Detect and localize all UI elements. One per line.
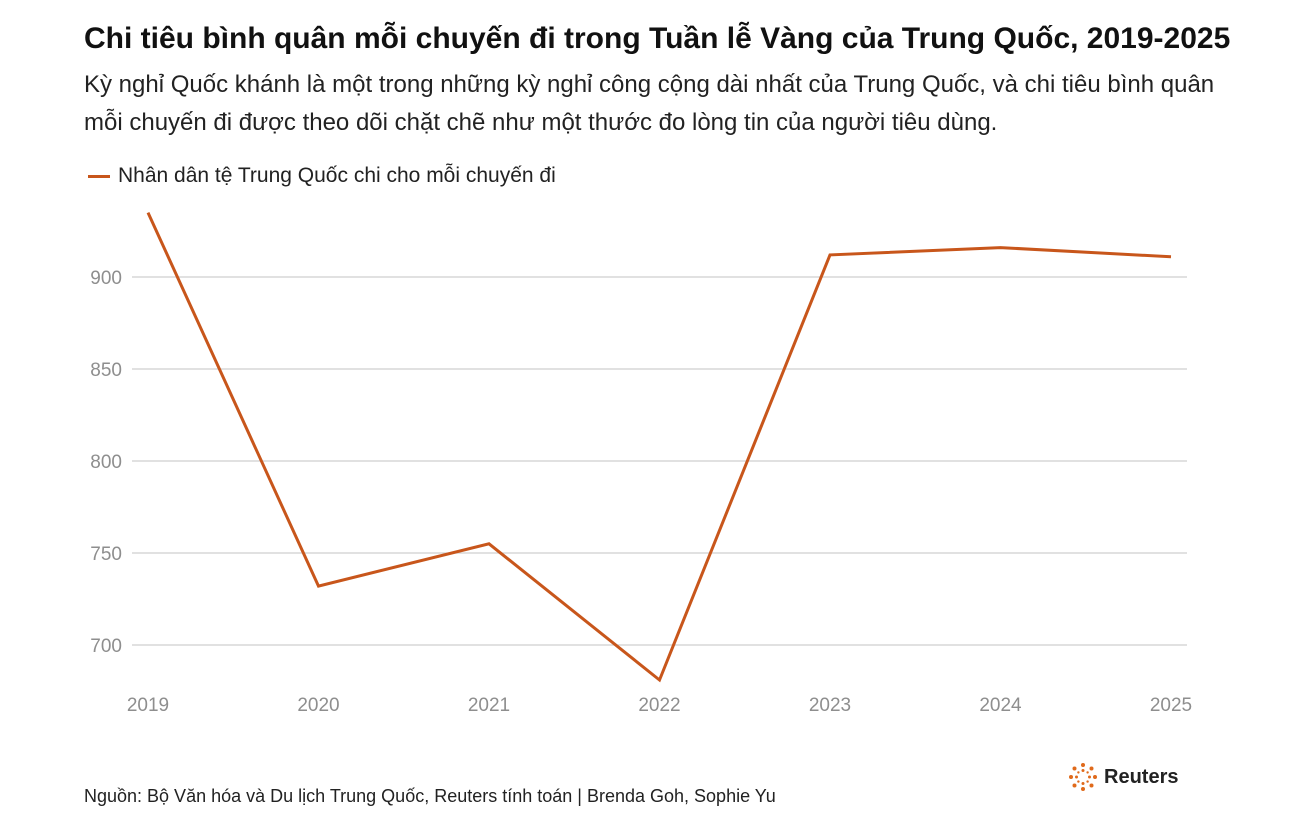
source-note: Nguồn: Bộ Văn hóa và Du lịch Trung Quốc,…	[84, 786, 776, 806]
grid-layer	[132, 276, 1187, 646]
x-axis-ticks: 2019 2020 2021 2022 2023 2024 2025	[127, 695, 1192, 716]
x-tick-label-2020: 2020	[297, 695, 339, 716]
legend-label: Nhân dân tệ Trung Quốc chi cho mỗi chuyế…	[118, 164, 556, 187]
brand: Reuters	[1068, 762, 1178, 792]
y-tick-label-900: 900	[90, 268, 122, 289]
series-line-0	[146, 211, 1172, 683]
x-tick-label-2019: 2019	[127, 695, 169, 716]
y-tick-label-700: 700	[90, 636, 122, 657]
line-chart: 700 750 800 850 900 2019 2020 2021 2022 2023 2024…	[90, 211, 1192, 716]
series-layer	[146, 211, 1172, 683]
chart-subtitle: Kỳ nghỉ Quốc khánh là một trong những kỳ…	[84, 71, 1215, 136]
legend-line-swatch	[88, 174, 110, 178]
reuters-logo-icon	[1069, 763, 1097, 791]
legend: Nhân dân tệ Trung Quốc chi cho mỗi chuyế…	[88, 164, 556, 188]
x-tick-label-2023: 2023	[809, 695, 851, 716]
y-tick-label-800: 800	[90, 452, 122, 473]
y-tick-label-850: 850	[90, 360, 122, 381]
x-tick-label-2025: 2025	[1150, 695, 1192, 716]
x-tick-label-2024: 2024	[979, 695, 1022, 716]
x-tick-label-2022: 2022	[638, 695, 680, 716]
y-tick-label-750: 750	[90, 544, 122, 565]
y-axis-ticks: 700 750 800 850 900	[90, 268, 122, 657]
chart-title: Chi tiêu bình quân mỗi chuyến đi trong T…	[84, 22, 1231, 55]
x-tick-label-2021: 2021	[468, 695, 510, 716]
brand-name: Reuters	[1104, 765, 1179, 788]
